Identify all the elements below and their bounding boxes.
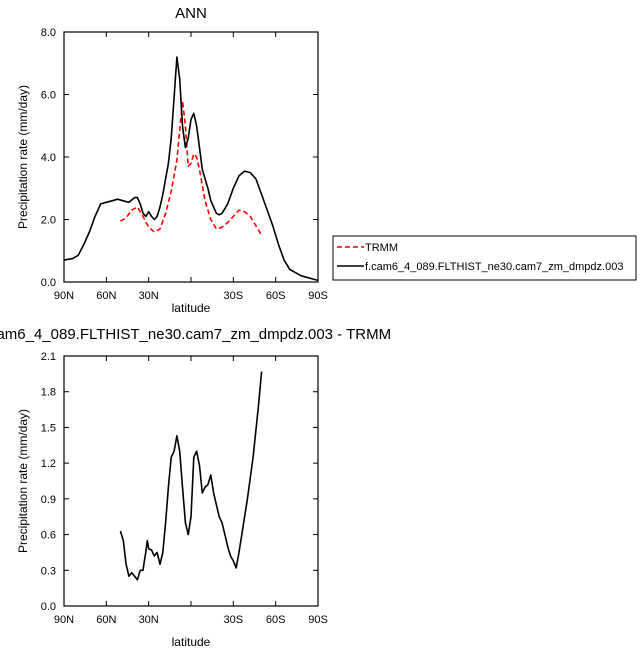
legend: TRMM f.cam6_4_089.FLTHIST_ne30.cam7_zm_d… <box>332 235 637 281</box>
y-tick-label: 0.3 <box>41 565 56 577</box>
y-tick-label: 2.0 <box>41 215 56 227</box>
y-tick-label: 0.0 <box>41 277 56 289</box>
series-layer <box>63 56 319 282</box>
x-tick-label: 60N <box>96 614 116 626</box>
y-tick-label: 0.6 <box>41 530 56 542</box>
y-tick-label: 1.2 <box>41 458 56 470</box>
axis-ticks: 90N 60N 30N 30S 60S 90S 0.0 2.0 4.0 6.0 8.0 <box>41 27 328 302</box>
x-tick-label: 30S <box>224 290 244 302</box>
y-tick-label: 2.1 <box>41 351 56 363</box>
x-axis-label: latitude <box>172 635 211 649</box>
x-tick-label: 30N <box>139 614 159 626</box>
panel-difference: cam6_4_089.FLTHIST_ne30.cam7_zm_dmpdz.00… <box>0 326 391 649</box>
x-tick-label: 60N <box>96 290 116 302</box>
legend-label-trmm: TRMM <box>365 242 398 254</box>
y-tick-label: 4.0 <box>41 152 56 164</box>
chart-title: cam6_4_089.FLTHIST_ne30.cam7_zm_dmpdz.00… <box>0 326 391 343</box>
axis-ticks: 90N 60N 30N 30S 60S 90S 0.0 0.3 0.6 0.9 1.2 1.5 1.8 2… <box>41 351 328 626</box>
series-line-difference <box>119 371 263 581</box>
series-line-trmm <box>120 100 263 236</box>
y-tick-label: 1.5 <box>41 422 56 434</box>
chart-title: ANN <box>175 5 207 22</box>
panel-annual-mean: ANN 90N 60N 30N 30S 60S 90S 0.0 2.0 4.0 6.0 8.0 la… <box>16 5 328 315</box>
x-tick-label: 60S <box>266 290 286 302</box>
series-layer <box>119 371 263 581</box>
legend-box <box>332 235 637 281</box>
series-line-model <box>63 56 319 282</box>
x-tick-label: 30N <box>139 290 159 302</box>
y-tick-label: 0.0 <box>41 601 56 613</box>
y-axis-label: Precipitation rate (mm/day) <box>16 85 30 229</box>
y-tick-label: 0.9 <box>41 494 56 506</box>
plot-frame <box>63 355 319 607</box>
y-tick-label: 8.0 <box>41 27 56 39</box>
x-tick-label: 90S <box>308 614 328 626</box>
x-tick-label: 60S <box>266 614 286 626</box>
legend-label-model: f.cam6_4_089.FLTHIST_ne30.cam7_zm_dmpdz.… <box>365 261 623 273</box>
y-tick-label: 1.8 <box>41 387 56 399</box>
x-tick-label: 90N <box>54 290 74 302</box>
x-axis-label: latitude <box>172 301 211 315</box>
y-axis-label: Precipitation rate (mm/day) <box>16 409 30 553</box>
plot-frame <box>63 31 319 283</box>
x-tick-label: 90N <box>54 614 74 626</box>
y-tick-label: 6.0 <box>41 90 56 102</box>
x-tick-label: 30S <box>224 614 244 626</box>
x-tick-label: 90S <box>308 290 328 302</box>
